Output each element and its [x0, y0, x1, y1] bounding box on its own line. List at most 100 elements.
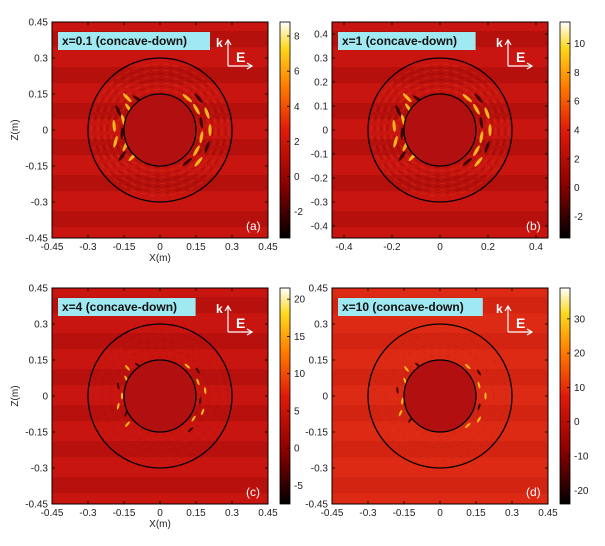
field-hotspot	[125, 421, 130, 427]
title-tag-background	[338, 32, 476, 50]
panel-a: x=0.1 (concave-down) kE (a) -0.45 -0.3 -0.15 0…	[10, 18, 278, 265]
field-hotspot	[112, 120, 116, 133]
outer-boundary-circle	[367, 323, 513, 469]
colorbar-a: 8 6 4 2 0 -2	[279, 21, 303, 239]
colorbar-c: 20 15 10 5 0 -5	[279, 287, 306, 505]
wave-vector-label: k	[216, 36, 223, 50]
e-arrowhead	[246, 328, 254, 336]
colorbar-b: 10 8 6 4 2 0 -2	[559, 21, 586, 239]
shell-ripple	[96, 335, 224, 457]
x-tick-label: 0	[437, 508, 443, 519]
field-hotspot	[125, 365, 130, 371]
field-hotspot	[398, 151, 406, 162]
y-tick-label: 0.3	[34, 320, 48, 331]
inner-boundary-circle	[123, 93, 197, 167]
y-tick-label: -0.45	[25, 500, 48, 511]
colorbar-tick-label: 8	[294, 32, 300, 43]
field-hotspot	[393, 135, 398, 148]
inner-disk	[404, 94, 476, 166]
shell-ripple	[93, 66, 227, 194]
y-tick-label: 0.3	[314, 54, 328, 65]
shell-ripple	[119, 356, 201, 436]
inner-boundary-circle	[403, 359, 477, 433]
shell-ripple	[120, 91, 200, 169]
outer-boundary-circle	[87, 57, 233, 203]
e-field-label: E	[236, 49, 245, 65]
y-tick-label: 0.15	[29, 356, 49, 367]
shell-ripple	[114, 352, 206, 440]
plot-area	[52, 22, 268, 238]
field-hotspot	[193, 103, 200, 115]
e-field-label: E	[516, 49, 525, 65]
field-hotspot	[201, 408, 205, 416]
x-tick-label: -0.45	[321, 508, 344, 519]
plot-area	[332, 22, 548, 238]
field-hotspot	[115, 105, 122, 117]
colorbar-gradient	[559, 287, 571, 505]
wave-stripe	[52, 175, 268, 192]
x-tick-label: 0.15	[466, 508, 486, 519]
y-tick-label: -0.15	[25, 162, 48, 173]
panel-c: x=4 (concave-down) kE (c) -0.45 -0.3 -0.15 0 0.…	[10, 284, 278, 531]
field-hotspot	[204, 141, 210, 153]
title-tag-background	[58, 298, 196, 316]
field-hotspot	[404, 366, 409, 372]
x-tick-label: -0.4	[335, 242, 353, 253]
k-arrowhead	[504, 304, 512, 312]
field-hotspot	[484, 107, 490, 119]
outer-boundary-circle	[87, 323, 233, 469]
shell-ripple	[110, 348, 210, 444]
x-tick-label: -0.3	[359, 508, 377, 519]
e-arrowhead	[526, 328, 534, 336]
x-tick-label: 0	[437, 242, 443, 253]
field-hotspot	[474, 93, 483, 103]
x-tick-label: -0.15	[113, 242, 136, 253]
field-hotspot	[199, 131, 204, 144]
x-tick-label: 0.45	[538, 508, 558, 519]
field-hotspot	[474, 157, 483, 167]
shell-ripple	[391, 349, 489, 443]
colorbar-tick-label: 0	[294, 444, 300, 455]
field-hotspot	[396, 386, 399, 394]
panel-b: x=1 (concave-down) kE (b) -0.4 -0.2 0 0.2 0.4 0.…	[311, 21, 549, 253]
field-hotspot	[473, 145, 480, 157]
y-tick-label: 0	[322, 126, 328, 137]
y-axis-label: Z(m)	[10, 385, 21, 406]
field-hotspot	[398, 409, 403, 417]
y-tick-label: -0.2	[311, 174, 329, 185]
shell-ripple	[377, 69, 503, 191]
colorbar-tick-label: 4	[574, 126, 580, 137]
field-hotspot	[193, 145, 200, 157]
field-hotspot	[392, 120, 396, 133]
x-axis-label: X(m)	[149, 253, 171, 264]
y-tick-label: -0.3	[311, 198, 329, 209]
k-arrowhead	[224, 304, 232, 312]
x-tick-label: 0.3	[505, 508, 519, 519]
y-tick-label: 0.1	[314, 102, 328, 113]
shell-ripple	[400, 91, 480, 169]
y-tick-label: 0.45	[29, 284, 49, 295]
field-hotspot	[462, 157, 472, 167]
y-tick-label: -0.15	[25, 428, 48, 439]
x-tick-label: -0.45	[41, 242, 64, 253]
y-tick-label: 0	[42, 392, 48, 403]
shell-ripple	[396, 88, 484, 172]
colorbar-tick-label: 8	[574, 68, 580, 79]
y-tick-label: 0.15	[29, 90, 49, 101]
field-hotspot	[465, 364, 471, 370]
y-tick-label: 0	[42, 126, 48, 137]
shell-ripple	[385, 343, 495, 449]
field-hotspot	[476, 416, 481, 423]
y-tick-label: 0.45	[29, 18, 49, 29]
field-hotspot	[182, 93, 192, 103]
x-tick-label: 0.45	[258, 508, 278, 519]
wave-stripe	[332, 211, 548, 228]
field-hotspot	[116, 382, 120, 390]
field-hotspot	[116, 402, 120, 410]
shell-ripple	[373, 66, 507, 194]
colorbar-tick-label: 6	[574, 97, 580, 108]
field-hotspot	[484, 392, 487, 400]
y-tick-label: 0	[322, 392, 328, 403]
x-tick-label: 0.45	[258, 242, 278, 253]
